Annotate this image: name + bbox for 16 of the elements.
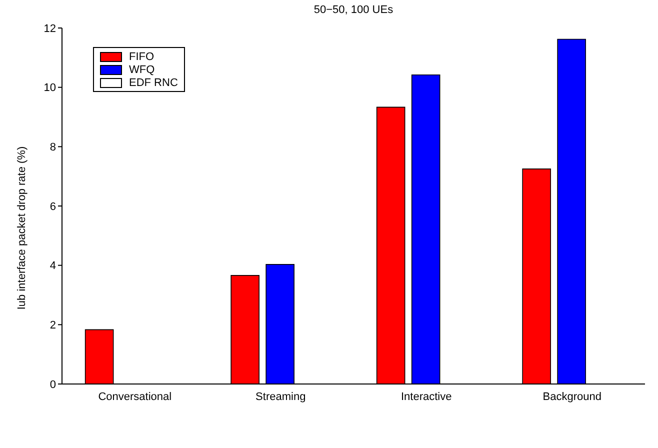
x-tick-label: Conversational xyxy=(98,390,172,403)
y-axis-title: Iub interface packet drop rate (%) xyxy=(16,146,28,310)
y-tick-label: 4 xyxy=(50,260,56,272)
x-tick-label: Streaming xyxy=(256,390,306,403)
x-tick-label: Background xyxy=(542,390,602,403)
y-tick-label: 0 xyxy=(50,378,56,391)
y-tick-label: 2 xyxy=(50,320,56,332)
y-tick-label: 8 xyxy=(50,142,56,154)
legend-label: FIFO xyxy=(129,50,154,62)
legend-label: EDF RNC xyxy=(129,76,178,88)
x-tick-label: Interactive xyxy=(401,390,452,403)
y-tick-label: 10 xyxy=(44,82,56,94)
chart-title: 50−50, 100 UEs xyxy=(312,4,394,16)
y-tick-label: 6 xyxy=(50,200,56,213)
y-tick-label: 12 xyxy=(44,22,56,35)
legend-label: WFQ xyxy=(129,64,155,76)
